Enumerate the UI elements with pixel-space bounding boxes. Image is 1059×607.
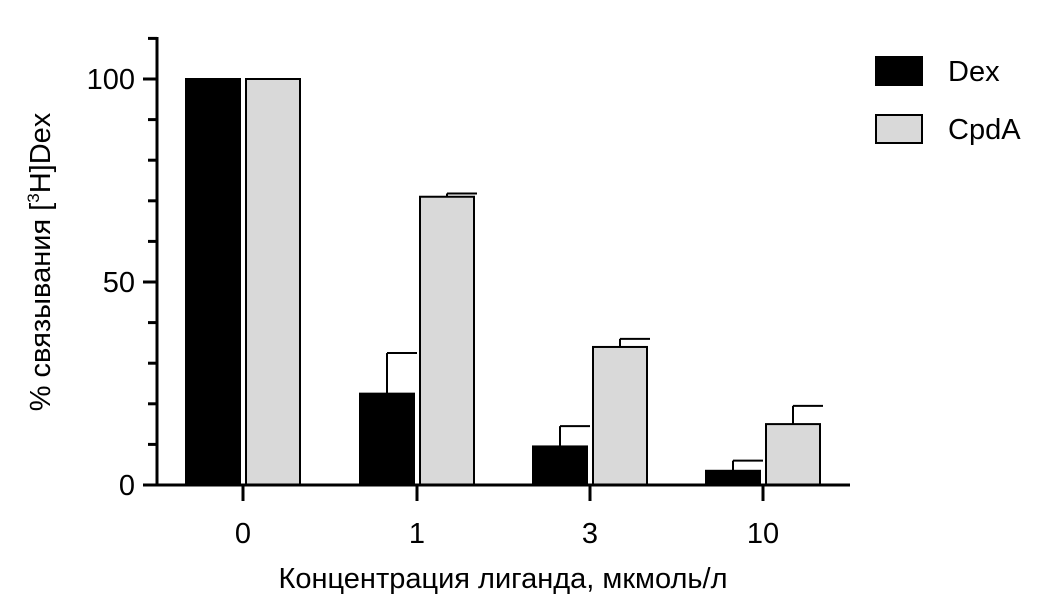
y-ticks: 0 50 100 bbox=[87, 36, 157, 502]
bars-layer bbox=[185, 78, 821, 487]
error-bar-cpda-1 bbox=[446, 192, 477, 197]
y-axis-title-prefix: % связывания [ bbox=[25, 203, 57, 412]
y-axis-title: % связывания [3H]Dex bbox=[24, 112, 57, 411]
bar-cpda-10 bbox=[765, 423, 821, 487]
error-bar-cpda-10 bbox=[792, 404, 823, 425]
legend-swatch-dex bbox=[875, 56, 923, 86]
error-bar-dex-1 bbox=[386, 352, 417, 394]
y-tick-label-0: 0 bbox=[119, 470, 135, 502]
legend-swatch-cpda bbox=[875, 114, 923, 144]
legend-label-dex: Dex bbox=[948, 56, 1000, 88]
bar-dex-0 bbox=[185, 78, 241, 486]
y-tick-label-100: 100 bbox=[87, 64, 135, 96]
bar-cpda-0 bbox=[245, 78, 301, 486]
x-tick-label-3: 3 bbox=[582, 518, 598, 550]
x-ticks: 0 1 3 10 bbox=[235, 485, 779, 550]
y-tick-label-50: 50 bbox=[103, 267, 135, 299]
bar-dex-10 bbox=[705, 469, 761, 487]
y-axis-title-superscript: 3 bbox=[24, 193, 43, 202]
axes-layer bbox=[155, 37, 850, 487]
error-bar-dex-3 bbox=[559, 425, 590, 447]
legend-label-cpda: CpdA bbox=[948, 114, 1021, 146]
x-tick-label-1: 1 bbox=[409, 518, 425, 550]
bar-dex-1 bbox=[359, 392, 415, 486]
x-tick-label-10: 10 bbox=[747, 518, 779, 550]
legend: Dex CpdA bbox=[875, 56, 1021, 146]
error-bar-cpda-3 bbox=[619, 337, 650, 347]
y-axis-title-suffix: H]Dex bbox=[25, 112, 57, 193]
bar-cpda-1 bbox=[419, 195, 475, 487]
x-axis-title: Концентрация лиганда, мкмоль/л bbox=[278, 563, 727, 595]
bar-dex-3 bbox=[532, 445, 588, 486]
bar-cpda-3 bbox=[592, 345, 648, 486]
x-tick-label-0: 0 bbox=[235, 518, 251, 550]
error-bars-layer bbox=[386, 192, 823, 471]
error-bar-dex-10 bbox=[732, 459, 763, 471]
